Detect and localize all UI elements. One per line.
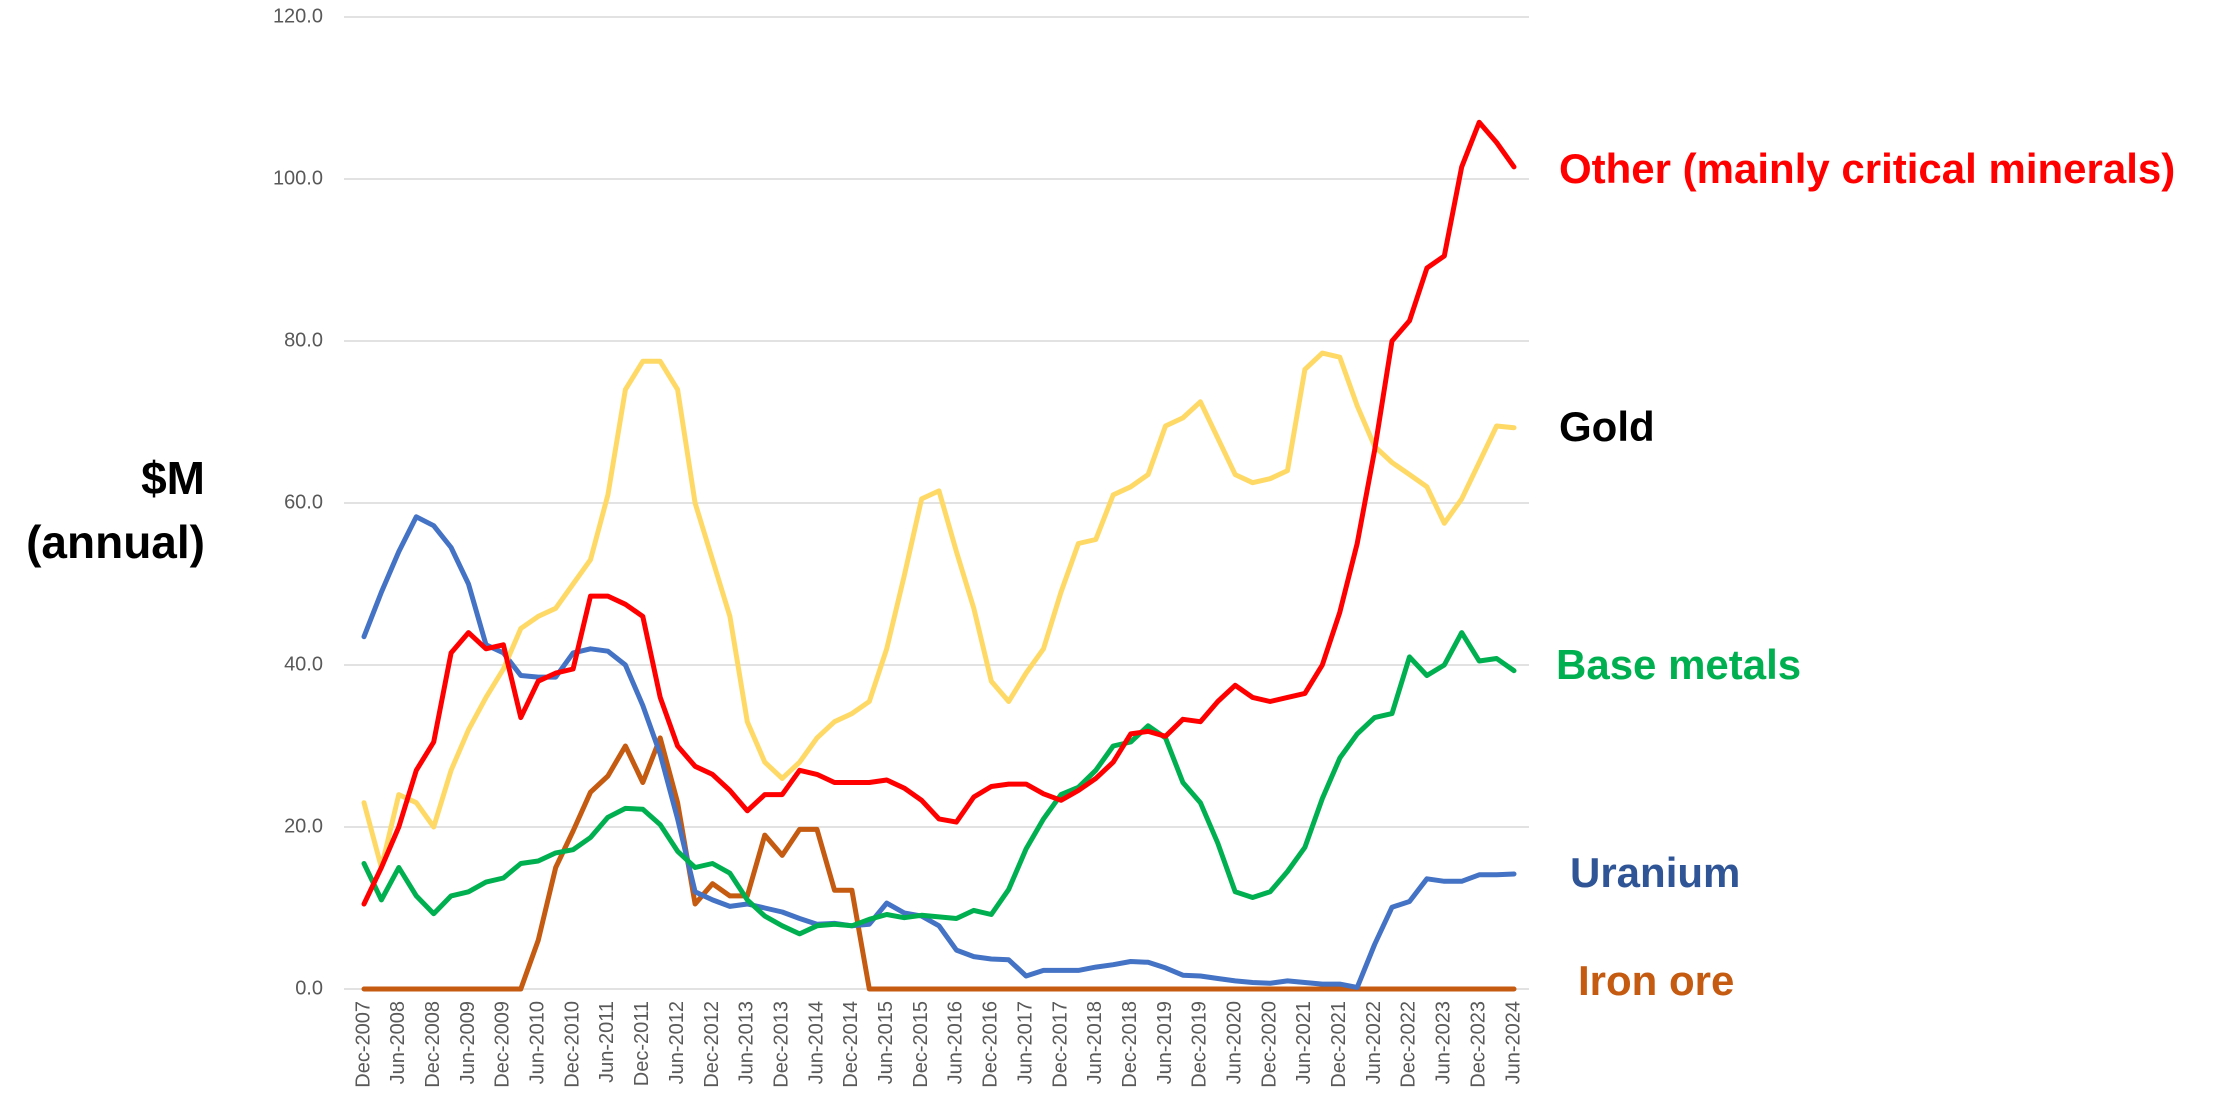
x-tick-label: Dec-2012 bbox=[701, 1001, 723, 1088]
x-tick-label: Dec-2021 bbox=[1328, 1001, 1350, 1088]
x-tick-label: Dec-2011 bbox=[631, 1001, 653, 1086]
x-tick-label: Dec-2009 bbox=[492, 1001, 514, 1088]
y-tick-label: 100.0 bbox=[273, 167, 323, 189]
x-tick-label: Jun-2009 bbox=[457, 1001, 479, 1084]
x-tick-label: Jun-2024 bbox=[1502, 1001, 1524, 1084]
series-line bbox=[361, 630, 1517, 937]
x-tick-label: Jun-2011 bbox=[596, 1001, 618, 1083]
series-label: Other (mainly critical minerals) bbox=[1559, 145, 2175, 192]
x-tick-label: Dec-2016 bbox=[980, 1001, 1002, 1088]
series-line bbox=[361, 735, 1517, 992]
y-tick-label: 0.0 bbox=[295, 977, 323, 999]
series-label: Gold bbox=[1559, 403, 1655, 450]
series-label: Iron ore bbox=[1578, 957, 1734, 1004]
x-tick-label: Jun-2008 bbox=[387, 1001, 409, 1084]
y-tick-label: 20.0 bbox=[284, 815, 323, 837]
x-tick-label: Jun-2017 bbox=[1014, 1001, 1036, 1084]
x-tick-label: Dec-2008 bbox=[422, 1001, 444, 1088]
series-label: Uranium bbox=[1570, 849, 1740, 896]
series-line bbox=[361, 514, 1517, 990]
x-tick-label: Dec-2019 bbox=[1189, 1001, 1211, 1088]
x-tick-label: Jun-2023 bbox=[1433, 1001, 1455, 1084]
x-tick-label: Jun-2020 bbox=[1223, 1001, 1245, 1084]
x-tick-label: Dec-2018 bbox=[1119, 1001, 1141, 1088]
x-tick-label: Dec-2023 bbox=[1467, 1001, 1489, 1088]
y-tick-label: 80.0 bbox=[284, 329, 323, 351]
y-axis-label: (annual) bbox=[26, 516, 205, 568]
y-tick-label: 120.0 bbox=[273, 5, 323, 27]
x-tick-label: Jun-2013 bbox=[736, 1001, 758, 1084]
series-label: Base metals bbox=[1556, 641, 1801, 688]
x-tick-label: Dec-2007 bbox=[352, 1001, 374, 1088]
series-line bbox=[361, 119, 1517, 907]
x-tick-label: Dec-2020 bbox=[1258, 1001, 1280, 1088]
y-axis-label: $M bbox=[141, 452, 205, 504]
series-line bbox=[361, 350, 1517, 870]
x-tick-label: Jun-2015 bbox=[875, 1001, 897, 1084]
x-tick-label: Dec-2013 bbox=[770, 1001, 792, 1088]
x-tick-label: Jun-2014 bbox=[805, 1001, 827, 1084]
x-tick-label: Jun-2019 bbox=[1154, 1001, 1176, 1084]
x-tick-label: Jun-2021 bbox=[1293, 1001, 1315, 1084]
x-tick-label: Jun-2010 bbox=[527, 1001, 549, 1084]
x-tick-label: Dec-2014 bbox=[840, 1001, 862, 1088]
x-tick-label: Jun-2018 bbox=[1084, 1001, 1106, 1084]
x-tick-label: Jun-2016 bbox=[945, 1001, 967, 1084]
x-tick-label: Dec-2010 bbox=[561, 1001, 583, 1088]
x-tick-label: Dec-2022 bbox=[1398, 1001, 1420, 1088]
x-tick-label: Dec-2015 bbox=[910, 1001, 932, 1088]
y-tick-label: 60.0 bbox=[284, 491, 323, 513]
x-tick-label: Jun-2022 bbox=[1363, 1001, 1385, 1084]
y-tick-label: 40.0 bbox=[284, 653, 323, 675]
x-tick-label: Jun-2012 bbox=[666, 1001, 688, 1084]
x-tick-label: Dec-2017 bbox=[1049, 1001, 1071, 1088]
